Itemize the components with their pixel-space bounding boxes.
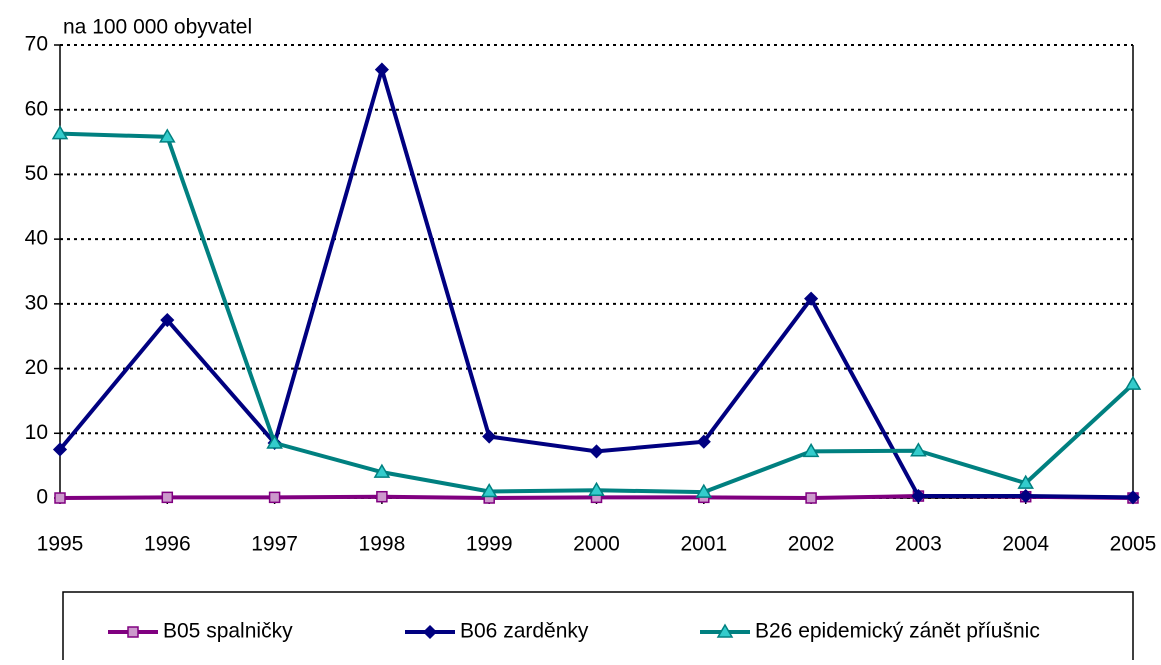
legend-box (62, 591, 1134, 665)
legend-marker (422, 624, 438, 640)
y-tick-label: 10 (25, 421, 48, 444)
series-line (59, 131, 1135, 495)
x-tick-label: 1997 (251, 533, 298, 556)
data-point (374, 62, 389, 77)
y-tick-label: 60 (25, 97, 48, 120)
y-tick-label: 20 (25, 356, 48, 379)
y-tick-label: 50 (25, 162, 48, 185)
y-tick-label: 40 (25, 227, 48, 250)
data-point (160, 312, 175, 328)
data-point (1124, 375, 1142, 390)
data-point (695, 483, 713, 498)
data-point (54, 492, 66, 504)
x-tick-label: 2002 (788, 533, 835, 556)
x-tick-label: 1999 (466, 533, 513, 556)
y-tick-label: 0 (36, 486, 48, 509)
data-point (589, 444, 604, 459)
x-tick-label: 2005 (1110, 533, 1157, 556)
data-point (482, 429, 497, 444)
data-point (52, 442, 68, 457)
y-tick-label: 70 (25, 33, 48, 56)
data-point (588, 481, 605, 496)
axis-label: na 100 000 obyvatel (63, 16, 252, 39)
data-point (161, 491, 174, 504)
data-point (910, 442, 927, 457)
data-point (268, 491, 281, 504)
x-tick-label: 2003 (895, 533, 942, 556)
data-point (158, 128, 176, 143)
data-point (1125, 490, 1141, 505)
data-point (802, 442, 820, 458)
x-tick-label: 1998 (359, 533, 406, 556)
legend-label: B05 spalničky (163, 620, 293, 643)
legend-label: B06 zarděnky (460, 620, 589, 643)
x-tick-label: 2004 (1002, 533, 1049, 556)
data-point (1018, 488, 1033, 504)
x-tick-label: 1996 (144, 533, 191, 556)
data-point (804, 291, 819, 306)
legend-label: B26 epidemický zánět příušnic (755, 620, 1040, 643)
legend-marker (127, 626, 139, 638)
data-point (376, 490, 388, 503)
data-point (696, 434, 711, 449)
data-point (266, 434, 283, 449)
data-point (373, 463, 391, 478)
data-point (480, 483, 498, 498)
data-point (805, 492, 817, 504)
legend-marker (716, 623, 734, 638)
x-tick-label: 1995 (37, 533, 84, 556)
data-point (51, 125, 69, 140)
data-point (1017, 474, 1035, 489)
data-point (911, 488, 926, 504)
x-tick-label: 2001 (680, 533, 727, 556)
x-tick-label: 2000 (573, 533, 620, 556)
y-tick-label: 30 (25, 291, 48, 314)
